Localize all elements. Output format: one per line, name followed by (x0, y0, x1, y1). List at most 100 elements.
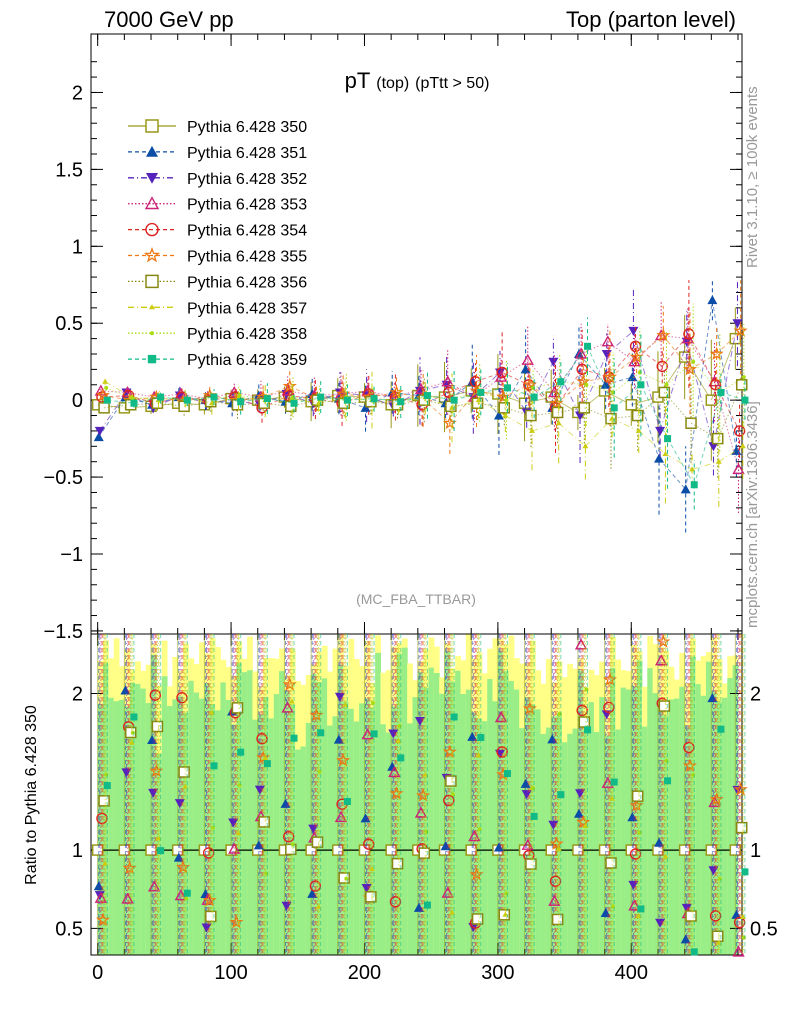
ratio-point (201, 923, 212, 933)
series-segment (424, 399, 452, 407)
data-point (732, 319, 743, 329)
green-band (97, 703, 104, 955)
ratio-point (664, 777, 672, 785)
ratio-point (467, 731, 478, 741)
ratio-point (443, 794, 455, 807)
ratio-point (171, 844, 184, 856)
ratio-point (397, 754, 405, 762)
green-band (204, 683, 211, 955)
green-band (215, 710, 221, 955)
green-band (535, 709, 542, 955)
ratio-point (205, 910, 217, 923)
green-band (439, 693, 446, 955)
series-segment (132, 396, 160, 400)
ratio-point (385, 844, 397, 856)
data-point (654, 453, 665, 463)
green-band (161, 676, 168, 955)
series-segment (107, 399, 135, 404)
green-band (412, 697, 419, 955)
series-segment (258, 395, 286, 403)
ratio-point (658, 700, 671, 712)
series-segment (665, 453, 693, 470)
series-segment (720, 391, 746, 401)
series-segment (213, 396, 241, 403)
green-band (108, 697, 115, 955)
legend-item: Pythia 6.428 352 (128, 171, 307, 188)
analysis-label: (MC_FBA_TTBAR) (356, 591, 476, 607)
series-segment (606, 330, 634, 355)
legend-label: Pythia 6.428 352 (187, 171, 307, 188)
ratio-point (654, 654, 668, 666)
series-segment (711, 300, 737, 452)
ratio-point (342, 701, 349, 707)
ratio-point (334, 692, 345, 702)
data-point (628, 355, 641, 367)
green-band (625, 689, 632, 955)
legend-label: Pythia 6.428 356 (187, 274, 307, 291)
series-segment (239, 395, 267, 400)
series-segment (267, 398, 295, 404)
data-point (735, 379, 748, 391)
green-band (492, 701, 499, 955)
legend-label: Pythia 6.428 350 (187, 119, 307, 136)
ratio-point (450, 713, 458, 721)
green-band (231, 724, 237, 955)
series-main (102, 371, 746, 507)
green-band (599, 697, 606, 955)
ratio-point (448, 909, 455, 915)
legend-label: Pythia 6.428 355 (187, 249, 307, 266)
series-segment (499, 372, 528, 413)
series-segment (446, 384, 474, 398)
series-segment (611, 418, 639, 432)
green-band (172, 699, 179, 955)
series-segment (560, 346, 588, 382)
data-point (707, 295, 718, 305)
energy-label: 7000 GeV pp (104, 7, 234, 32)
green-band (567, 733, 574, 955)
legend-label: Pythia 6.428 358 (187, 326, 307, 343)
data-point (732, 462, 745, 475)
green-band (151, 654, 157, 955)
series-segment (478, 399, 506, 416)
series-segment (125, 396, 153, 406)
green-band (193, 692, 200, 955)
green-band (700, 695, 707, 955)
main-y-tick-label: −1 (60, 544, 83, 566)
green-band (513, 689, 520, 955)
ratio-point (174, 799, 185, 809)
series-segment (638, 430, 666, 455)
ratio-point (471, 913, 484, 925)
data-point (575, 411, 586, 421)
main-y-tick-label: −0.5 (44, 467, 83, 489)
series-segment (131, 396, 159, 401)
ratio-point (465, 844, 477, 856)
series-segment (98, 396, 126, 438)
legend-marker (144, 196, 160, 210)
data-point (576, 363, 588, 376)
ratio-point (662, 853, 669, 859)
series-segment (453, 391, 481, 401)
series-segment (506, 387, 534, 401)
green-band (705, 661, 712, 955)
ratio-point (576, 814, 591, 829)
ratio-point (530, 812, 538, 820)
data-point (629, 340, 642, 353)
series-segment (347, 398, 375, 401)
green-band (284, 690, 291, 955)
main-y-tick-label: 1 (72, 236, 83, 258)
series-segment (685, 300, 713, 490)
ratio-point (441, 886, 454, 898)
green-band (188, 680, 195, 955)
green-band (551, 716, 558, 955)
green-band (487, 679, 494, 955)
series-segment (689, 353, 717, 370)
ratio-point (343, 797, 351, 805)
series-main (103, 317, 749, 510)
data-point (741, 375, 746, 380)
ratio-point (391, 857, 404, 870)
ratio-point (290, 734, 298, 742)
ratio-point (262, 755, 269, 761)
ratio-point (733, 782, 748, 796)
ratio-point (468, 830, 481, 842)
data-point (282, 378, 297, 393)
